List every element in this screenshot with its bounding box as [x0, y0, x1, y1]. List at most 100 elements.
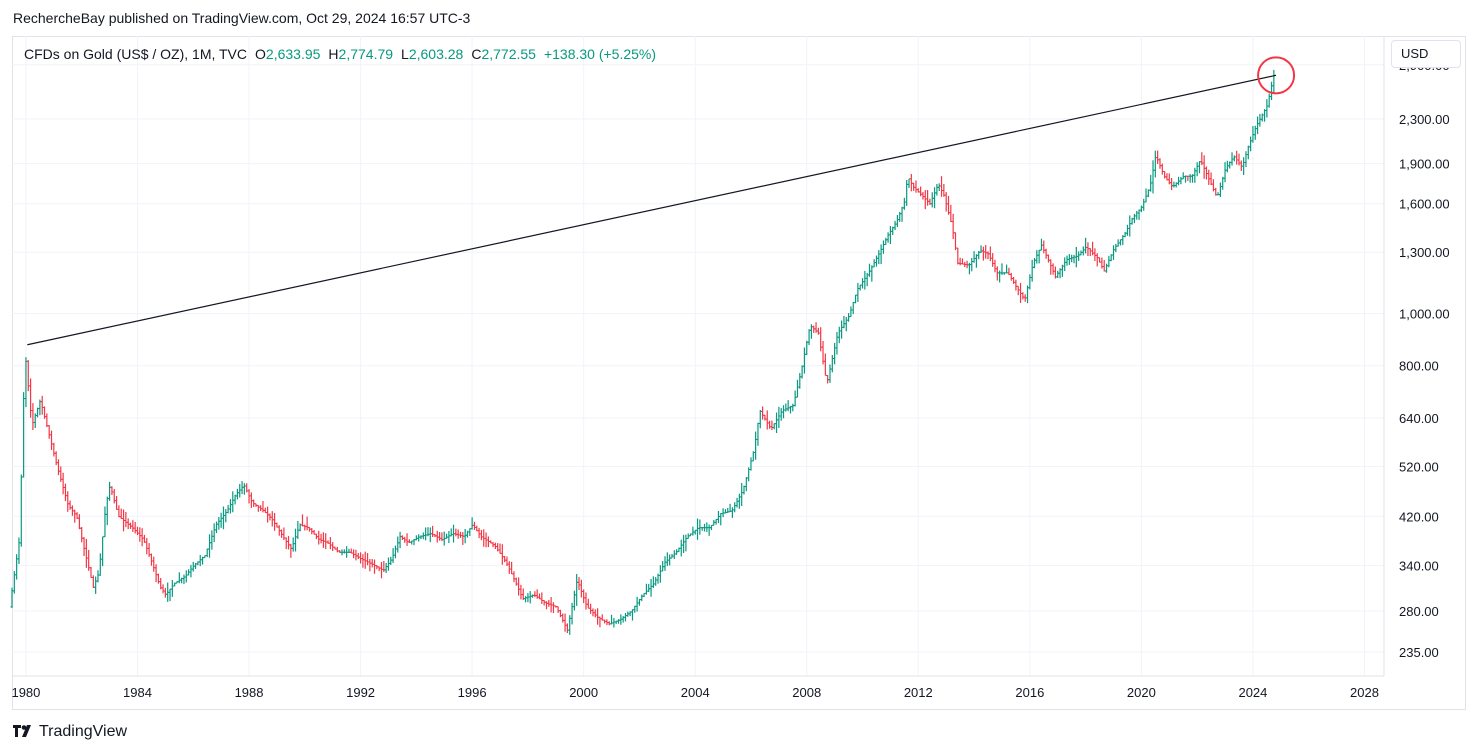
ohlc-bar [437, 532, 442, 541]
ohlc-bar [96, 570, 100, 583]
ohlc-bar [772, 423, 776, 430]
ohlc-bar [1132, 213, 1137, 224]
symbol-name: CFDs on Gold (US$ / OZ), 1M, TVC [24, 46, 248, 62]
ohlc-bar [444, 533, 449, 539]
ohlc-bar [577, 577, 581, 591]
ohlc-bar [1063, 257, 1067, 271]
ohlc-bar [837, 326, 841, 344]
time-tick-label: 1996 [458, 685, 487, 700]
ohlc-bar [1181, 172, 1185, 180]
ohlc-bar [698, 519, 702, 535]
ohlc-bar [679, 539, 683, 557]
ohlc-bar [914, 180, 918, 193]
currency-button[interactable]: USD [1391, 40, 1461, 68]
ohlc-bar [493, 542, 497, 550]
ohlc-bar [844, 316, 848, 332]
ohlc-bar [1195, 162, 1199, 177]
low-label: L [401, 46, 409, 62]
ohlc-bar [472, 521, 477, 530]
ohlc-bar [191, 561, 195, 572]
time-tick-label: 2004 [681, 685, 710, 700]
ohlc-bar [668, 554, 672, 566]
ohlc-bar [781, 405, 786, 419]
time-tick-label: 1984 [123, 685, 152, 700]
ohlc-bar [447, 530, 451, 544]
ohlc-bar [454, 528, 458, 537]
ohlc-bar [1235, 150, 1239, 165]
ohlc-bar [1262, 109, 1267, 122]
ohlc-bar [382, 560, 386, 573]
ohlc-bar [1014, 279, 1018, 291]
close-value: 2,772.55 [481, 46, 536, 62]
tradingview-logo[interactable]: TradingView [13, 722, 127, 742]
ohlc-bar [802, 347, 807, 374]
ohlc-bar [719, 512, 723, 526]
ohlc-bar [152, 556, 156, 572]
ohlc-bar [1028, 274, 1032, 290]
ohlc-bar [909, 173, 913, 192]
ohlc-bar [163, 587, 167, 598]
ohlc-bar [586, 598, 590, 609]
ohlc-bar [1049, 259, 1053, 275]
ohlc-bar [533, 591, 537, 598]
ohlc-bar [249, 492, 253, 508]
ohlc-bar [49, 430, 54, 450]
ohlc-bar [1156, 150, 1160, 164]
ohlc-bar [145, 537, 149, 555]
ohlc-bar [284, 537, 288, 550]
trend-line[interactable] [27, 74, 1277, 346]
ohlc-bar [142, 534, 147, 543]
time-axis: 1980 1984 1988 1992 1996 2000 2004 2008 2012 2016… [11, 685, 1378, 700]
ohlc-bar [386, 557, 391, 571]
grid-lines [12, 36, 1384, 676]
ohlc-bar [526, 593, 530, 603]
ohlc-bar [1030, 259, 1034, 282]
ohlc-bar [1051, 263, 1055, 275]
ohlc-bar [228, 499, 233, 514]
ohlc-bar [1272, 69, 1276, 93]
ohlc-bar [740, 482, 744, 507]
ohlc-bar [972, 251, 976, 263]
ohlc-bar [398, 531, 402, 549]
ohlc-bar [658, 565, 662, 583]
ohlc-bar [856, 282, 860, 302]
ohlc-bar [842, 315, 846, 329]
ohlc-bar [1160, 163, 1164, 175]
time-tick-label: 2028 [1350, 685, 1379, 700]
highlight-circle[interactable] [1257, 56, 1296, 95]
ohlc-bar [863, 270, 867, 290]
price-tick-label: 1,300.00 [1399, 245, 1450, 260]
ohlc-bar [923, 190, 927, 210]
ohlc-bar [22, 392, 26, 478]
ohlc-bar [1137, 209, 1141, 220]
ohlc-bar [286, 536, 291, 550]
ohlc-bar [879, 244, 883, 265]
ohlc-bar [101, 536, 105, 567]
close-label: C [471, 46, 482, 62]
ohlc-bar [900, 206, 904, 222]
ohlc-bar [1056, 270, 1060, 278]
time-tick-label: 2012 [904, 685, 933, 700]
ohlc-bar [510, 561, 514, 575]
ohlc-bar [1044, 248, 1048, 259]
ohlc-bar [400, 535, 405, 541]
ohlc-bar [888, 225, 893, 245]
ohlc-bar [1223, 162, 1227, 183]
ohlc-bar [572, 590, 576, 611]
ohlc-bar [1093, 248, 1097, 261]
ohlc-bar [56, 459, 61, 476]
ohlc-bar [819, 327, 823, 352]
ohlc-bar [177, 572, 181, 584]
ohlc-bar [214, 521, 219, 534]
ohlc-bar [849, 306, 853, 318]
ohlc-bar [1046, 254, 1051, 263]
ohlc-bar [970, 257, 974, 272]
price-tick-label: 800.00 [1399, 359, 1439, 374]
ohlc-bar [105, 496, 109, 526]
ohlc-bar [108, 481, 112, 501]
ohlc-bar [709, 524, 714, 531]
ohlc-bar [114, 496, 119, 510]
price-tick-label: 235.00 [1399, 645, 1439, 660]
ohlc-bar [238, 483, 242, 498]
